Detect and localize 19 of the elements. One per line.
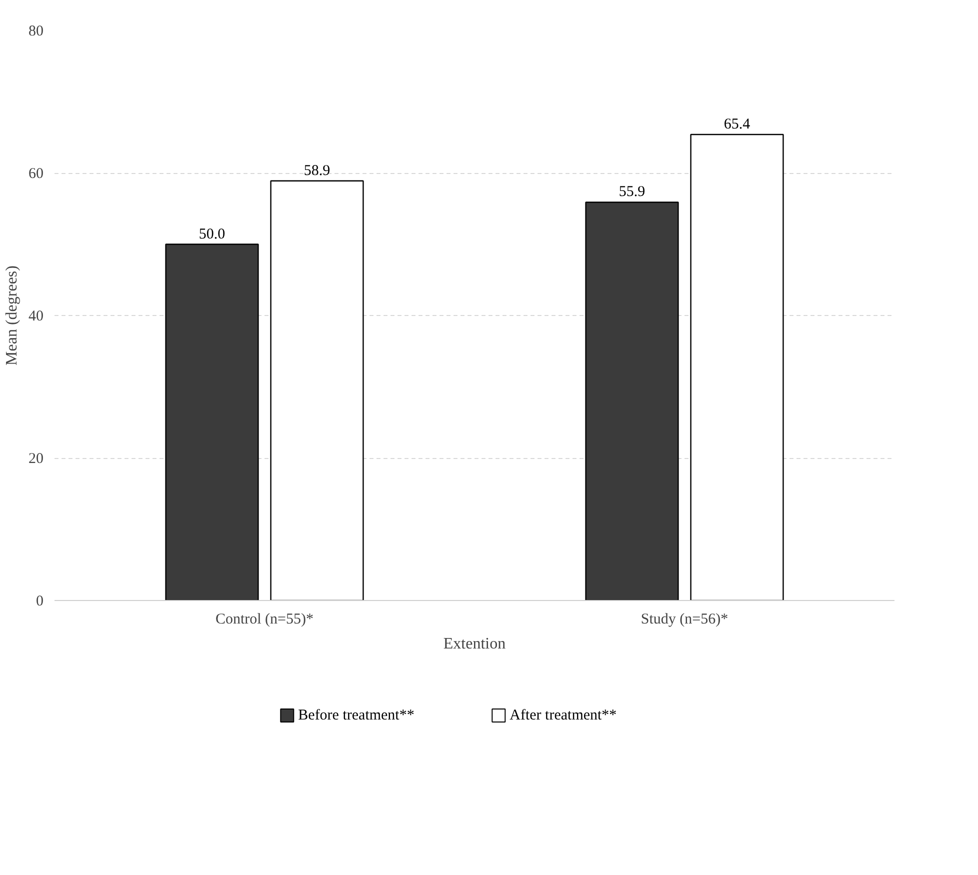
data-label: 50.0 (198, 226, 226, 242)
legend-label: After treatment** (510, 708, 617, 724)
x-axis-title: Extention (443, 636, 506, 652)
x-tick-label: Control (n=55)* (215, 612, 314, 628)
data-label: 65.4 (724, 116, 751, 133)
legend-label: Before treatment** (298, 708, 414, 724)
data-label: 55.9 (618, 184, 646, 200)
y-tick-label: 60 (28, 166, 44, 182)
y-tick-label: 20 (28, 451, 44, 467)
y-tick-label: 0 (36, 594, 44, 610)
y-axis-title: Mean (degrees) (4, 266, 20, 366)
bar (165, 244, 259, 600)
y-tick-label: 80 (28, 24, 44, 40)
bar (585, 202, 679, 600)
y-tick-label: 40 (28, 308, 44, 324)
x-tick-label: Study (n=56)* (640, 612, 728, 628)
data-label: 58.9 (304, 162, 330, 179)
bar (270, 180, 364, 600)
bar (690, 134, 784, 600)
